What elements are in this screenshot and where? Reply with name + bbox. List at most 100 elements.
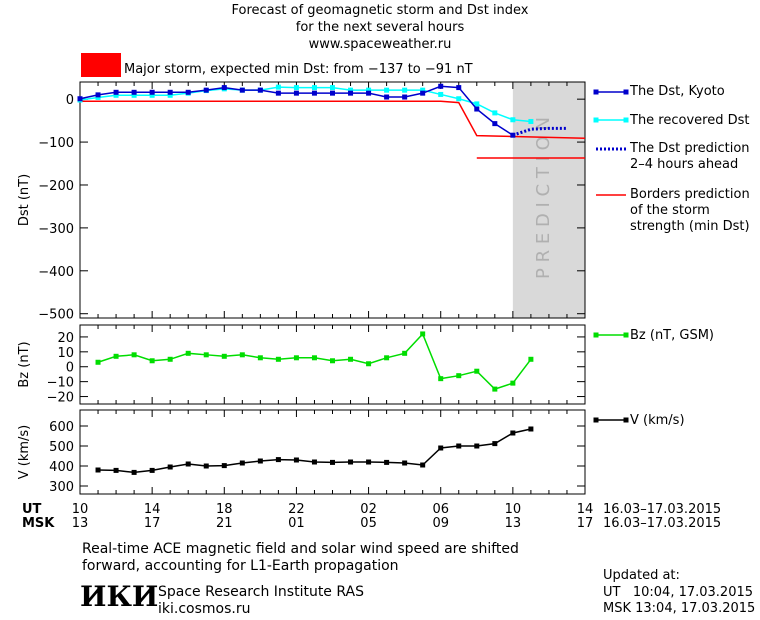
v-point [167,464,173,470]
dst-kyoto-point [384,94,390,100]
v-point [384,459,390,465]
v-point [311,459,317,465]
y-tick-label: 600 [49,420,74,435]
ut-tick-label: 14 [577,502,594,517]
bz-point [257,355,263,361]
updated-ut: UT 10:04, 17.03.2015 [603,585,754,600]
updated-msk: MSK 13:04, 17.03.2015 [603,601,756,616]
y-tick-label: −100 [38,136,74,151]
bz-point [95,359,101,365]
y-tick-label: −200 [38,179,74,194]
panel-frame-1 [79,324,586,405]
legend-dst-kyoto: The Dst, Kyoto [630,84,725,99]
bz-point [492,386,498,392]
msk-tick-label: 17 [577,516,594,531]
dst-prediction-line [512,126,567,137]
bz-point [438,376,444,382]
legend-bz: Bz (nT, GSM) [630,328,715,343]
v-point [221,463,227,469]
dst-kyoto-point [311,90,317,96]
dst-kyoto-point [239,87,245,93]
recovered-dst-point [293,85,299,91]
recovered-dst-point [510,117,516,123]
legend-prediction-line2: 2–4 hours ahead [630,157,739,172]
recovered-dst-line [79,86,531,123]
y-tick-label: −500 [38,308,74,323]
y-tick-label: −20 [47,391,74,406]
bz-point [221,353,227,359]
v-point [95,467,101,473]
v-point [438,445,444,451]
recovered-dst-point [348,87,354,93]
y-tick-label: 300 [49,480,74,495]
bz-point [456,373,462,379]
v-point [492,441,498,447]
bz-point [330,358,335,364]
msk-tick-label: 13 [505,516,522,531]
v-point [185,461,191,467]
bz-point [167,356,173,362]
v-point [113,467,119,473]
dst-kyoto-point [95,92,101,98]
ut-tick-label: 18 [216,502,233,517]
storm-level-swatch [81,53,121,77]
v-point [348,459,354,465]
dst-kyoto-point [149,89,155,95]
v-point [510,430,516,436]
updated-label: Updated at: [603,568,680,583]
y-tick-label: 500 [49,440,74,455]
bz-point [239,352,245,358]
footnote-line2: forward, accounting for L1-Earth propaga… [82,558,399,574]
v-point [420,462,426,468]
dst-kyoto-point [293,90,299,96]
prediction-label: P R E D I C T I O N [533,117,554,279]
y-axis-label: Bz (nT) [17,341,32,387]
dst-kyoto-point [438,83,444,89]
legend-v: V (km/s) [630,413,685,428]
recovered-dst-point [167,92,173,98]
y-tick-label: 0 [66,93,74,108]
recovered-dst-point [275,84,281,90]
legend-recovered-dst: The recovered Dst [630,113,750,128]
bz-point [420,331,426,337]
ut-tick-label: 14 [144,502,161,517]
ut-tick-label: 06 [432,502,449,517]
dst-kyoto-point [456,85,462,91]
source-url: www.spaceweather.ru [308,37,452,52]
bz-point [528,356,534,362]
legend-bz-swatch-marker [593,332,599,338]
dst-kyoto-point [330,90,335,96]
v-point [474,443,480,449]
recovered-dst-point [330,85,335,91]
bz-point [474,368,480,374]
y-tick-label: 0 [66,361,74,376]
legend-recovered-swatch-marker [593,117,599,123]
recovered-dst-point [131,92,137,98]
msk-axis-label: MSK [22,516,55,531]
msk-tick-label: 01 [288,516,305,531]
v-point [149,467,155,473]
y-tick-label: 20 [57,331,74,346]
bz-line [97,332,532,390]
iki-logo: ИКИ [80,580,159,613]
recovered-dst-point [456,96,462,102]
bz-point [366,361,372,367]
dst-kyoto-point [492,121,498,127]
v-point [330,459,335,465]
y-tick-label: 10 [57,346,74,361]
v-point [456,443,462,449]
ut-tick-label: 02 [360,502,377,517]
legend-dst-kyoto-swatch-marker [623,89,629,95]
dst-kyoto-point [275,90,281,96]
v-line [98,428,532,474]
bz-point [113,353,119,359]
recovered-dst-point [420,87,426,93]
dst-kyoto-point [257,87,263,93]
dst-kyoto-point [167,89,173,95]
v-point [239,460,245,466]
legend-borders-line3: strength (min Dst) [630,219,750,234]
ut-tick-label: 22 [288,502,305,517]
msk-tick-label: 13 [72,516,89,531]
bz-point [510,380,516,386]
